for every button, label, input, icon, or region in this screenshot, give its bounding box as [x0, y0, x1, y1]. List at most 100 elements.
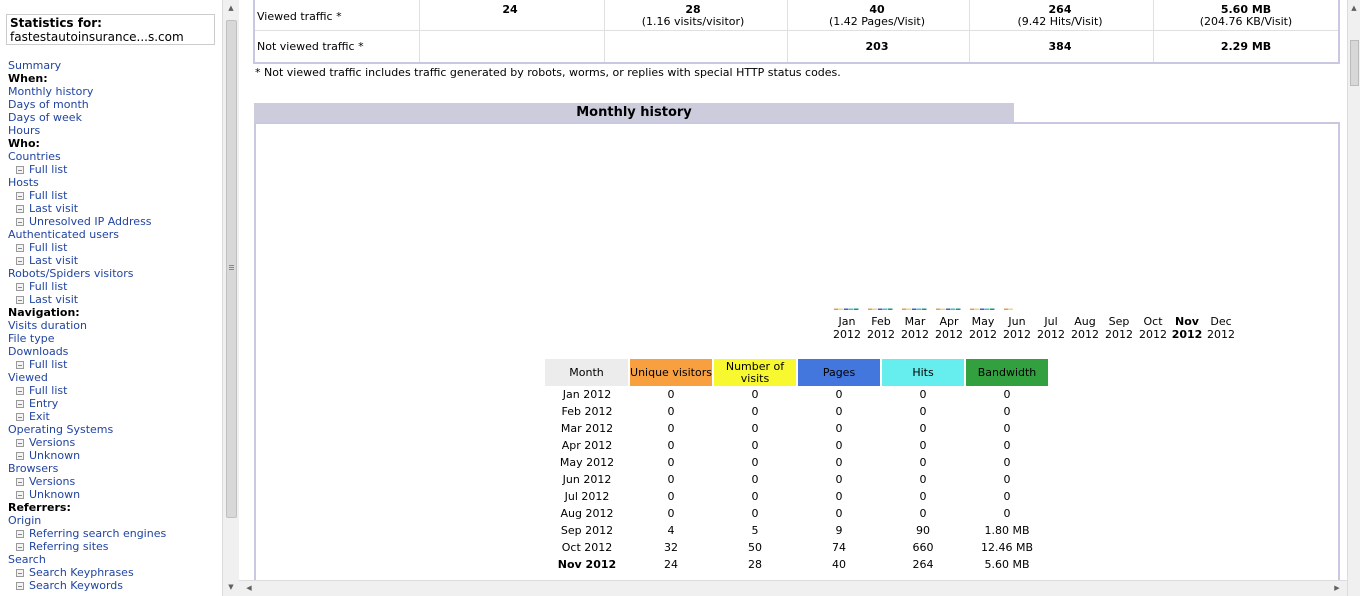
menu-link[interactable]: Days of month [8, 98, 222, 111]
menu-item-label: Who: [8, 137, 40, 150]
menu-link[interactable]: Operating Systems [8, 423, 222, 436]
menu-link[interactable]: Days of week [8, 111, 222, 124]
table-cell: Jun 2012 [562, 473, 612, 486]
menu-link[interactable]: Origin [8, 514, 222, 527]
submenu-link[interactable]: Last visit [8, 293, 222, 306]
menu-link[interactable]: Countries [8, 150, 222, 163]
menu-item-label: Visits duration [8, 319, 87, 332]
bar-may-4 [990, 308, 995, 310]
submenu-link[interactable]: Full list [8, 384, 222, 397]
table-cell: 0 [835, 456, 843, 469]
table-cell: 40 [832, 558, 846, 571]
menu-heading: Navigation: [8, 306, 222, 319]
menu-link[interactable]: Visits duration [8, 319, 222, 332]
menu-link[interactable]: Hosts [8, 176, 222, 189]
table-cell: Sep 2012 [560, 524, 614, 537]
menu-link[interactable]: Summary [8, 59, 222, 72]
submenu-link[interactable]: Last visit [8, 254, 222, 267]
menu-link[interactable]: Search [8, 553, 222, 566]
scroll-up-arrow-icon[interactable]: ▲ [228, 4, 234, 12]
submenu-link[interactable]: Full list [8, 358, 222, 371]
bar-apr-3 [951, 308, 956, 310]
submenu-link[interactable]: Referring search engines [8, 527, 222, 540]
bar-feb-2 [878, 308, 883, 310]
submenu-link[interactable]: Full list [8, 163, 222, 176]
left-frame: Statistics for: fastestautoinsurance...s… [0, 0, 222, 596]
subitem-icon [16, 569, 24, 577]
month-label-month: Feb [871, 315, 891, 328]
viewed-visits-sub: (1.16 visits/visitor) [641, 15, 745, 28]
submenu-link[interactable]: Versions [8, 475, 222, 488]
table-cell: Feb 2012 [561, 405, 613, 418]
menu-item-label: Operating Systems [8, 423, 114, 436]
menu-item-label: Origin [8, 514, 42, 527]
menu-heading: Referrers: [8, 501, 222, 514]
bar-apr-1 [941, 308, 946, 310]
submenu-link[interactable]: Unresolved IP Address [8, 215, 222, 228]
menu-link[interactable]: Browsers [8, 462, 222, 475]
scroll-up-arrow-icon[interactable]: ▲ [1351, 4, 1357, 12]
month-label-month: Sep [1108, 315, 1130, 328]
table-cell: 0 [835, 439, 843, 452]
bar-mar-1 [907, 308, 912, 310]
menu-item-label: Downloads [8, 345, 69, 358]
submenu-link[interactable]: Unknown [8, 449, 222, 462]
bar-apr-2 [946, 308, 951, 310]
menu-link[interactable]: Monthly history [8, 85, 222, 98]
menu-link[interactable]: Hours [8, 124, 222, 137]
right-scrollbar[interactable]: ▲ [1347, 0, 1360, 596]
menu-item-label: Search [8, 553, 46, 566]
right-scroll-thumb[interactable] [1350, 40, 1359, 86]
submenu-link[interactable]: Full list [8, 241, 222, 254]
menu-heading: When: [8, 72, 222, 85]
submenu-link[interactable]: Versions [8, 436, 222, 449]
menu-item-label: Browsers [8, 462, 59, 475]
menu-link[interactable]: Robots/Spiders visitors [8, 267, 222, 280]
submenu-link[interactable]: Entry [8, 397, 222, 410]
menu-link[interactable]: Viewed [8, 371, 222, 384]
menu-item-label: Full list [29, 241, 68, 254]
submenu-link[interactable]: Full list [8, 280, 222, 293]
submenu-link[interactable]: Search Keyphrases [8, 566, 222, 579]
viewed-unique: 24 [502, 3, 518, 16]
table-cell: 0 [667, 405, 675, 418]
menu-link[interactable]: Authenticated users [8, 228, 222, 241]
month-label-year: 2012 [1171, 328, 1203, 341]
table-cell: 0 [835, 422, 843, 435]
submenu-link[interactable]: Full list [8, 189, 222, 202]
bar-mar-2 [912, 308, 917, 310]
not-viewed-traffic-row: Not viewed traffic * 203 384 2.29 MB [255, 31, 1338, 62]
submenu-link[interactable]: Unknown [8, 488, 222, 501]
month-label-month: Oct [1143, 315, 1163, 328]
table-cell: 0 [919, 422, 927, 435]
table-cell: 24 [664, 558, 678, 571]
table-cell: 0 [919, 507, 927, 520]
menu-link[interactable]: File type [8, 332, 222, 345]
submenu-link[interactable]: Search Keywords [8, 579, 222, 592]
month-label-month: Mar [904, 315, 926, 328]
table-cell: 0 [919, 456, 927, 469]
menu-item-label: Search Keywords [29, 579, 123, 592]
scroll-right-arrow-icon[interactable]: ▶ [1334, 584, 1340, 592]
table-row: Jul 2012 0 0 0 0 0 [545, 488, 1049, 505]
table-row: Nov 2012 24 28 40 264 5.60 MB [545, 556, 1049, 573]
scroll-left-arrow-icon[interactable]: ◀ [246, 584, 252, 592]
table-cell: 0 [835, 473, 843, 486]
table-cell: 0 [751, 422, 759, 435]
menu-item-label: When: [8, 72, 48, 85]
subitem-icon [16, 387, 24, 395]
submenu-link[interactable]: Last visit [8, 202, 222, 215]
month-label-year: 2012 [867, 328, 895, 341]
left-scrollbar[interactable]: ▲ ▼ [222, 0, 239, 596]
subitem-icon [16, 491, 24, 499]
scroll-down-arrow-icon[interactable]: ▼ [228, 583, 234, 591]
left-scroll-thumb[interactable] [226, 20, 237, 518]
table-row: Apr 2012 0 0 0 0 0 [545, 437, 1049, 454]
menu-link[interactable]: Downloads [8, 345, 222, 358]
horizontal-scrollbar[interactable]: ◀ ▶ [239, 580, 1347, 596]
submenu-link[interactable]: Exit [8, 410, 222, 423]
bar-jan-0 [834, 308, 839, 310]
submenu-link[interactable]: Referring sites [8, 540, 222, 553]
bar-may-3 [985, 308, 990, 310]
menu-item-label: Authenticated users [8, 228, 119, 241]
